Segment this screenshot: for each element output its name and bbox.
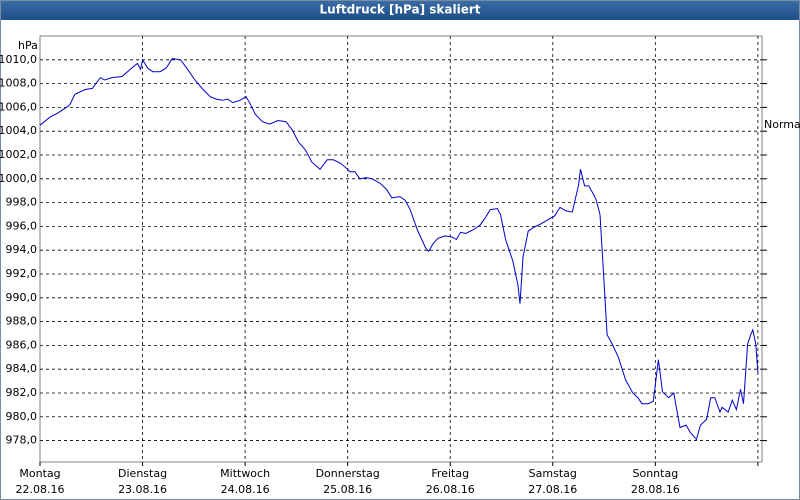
series-line (39, 58, 759, 441)
chart-title: Luftdruck [hPa] skaliert (320, 3, 481, 17)
y-tick-label: 994,0 (6, 243, 38, 256)
x-tick-label: Donnerstag (316, 467, 380, 480)
x-tick-date: 25.08.16 (323, 483, 372, 496)
y-unit: hPa (18, 39, 38, 52)
y-tick-label: 1010,0 (0, 53, 37, 66)
x-tick-label: Mittwoch (220, 467, 270, 480)
y-tick-label: 990,0 (6, 291, 38, 304)
x-tick-label: Freitag (431, 467, 469, 480)
x-tick-date: 23.08.16 (118, 483, 167, 496)
y-tick-label: 1008,0 (0, 77, 37, 90)
x-tick-label: Sonntag (632, 467, 678, 480)
x-tick-date: 28.08.16 (631, 483, 680, 496)
x-tick-date: 26.08.16 (426, 483, 475, 496)
y-tick-label: 996,0 (6, 219, 38, 232)
y-tick-label: 980,0 (6, 410, 38, 423)
y-tick-label: 1006,0 (0, 100, 37, 113)
y-tick-label: 982,0 (6, 386, 38, 399)
y-tick-label: 1000,0 (0, 172, 37, 185)
x-tick-date: 27.08.16 (528, 483, 577, 496)
y-tick-label: 1004,0 (0, 124, 37, 137)
y-tick-label: 986,0 (6, 338, 38, 351)
x-tick-label: Dienstag (118, 467, 167, 480)
x-tick-date: 22.08.16 (16, 483, 65, 496)
annotation: Normal (764, 118, 800, 131)
x-tick-label: Samstag (529, 467, 577, 480)
x-tick-date: 24.08.16 (221, 483, 270, 496)
title-bar (0, 0, 800, 20)
y-tick-label: 992,0 (6, 267, 38, 280)
y-tick-label: 978,0 (6, 434, 38, 447)
y-tick-label: 984,0 (6, 362, 38, 375)
y-tick-label: 1002,0 (0, 148, 37, 161)
y-tick-label: 998,0 (6, 196, 38, 209)
y-tick-label: 988,0 (6, 315, 38, 328)
x-tick-label: Montag (19, 467, 60, 480)
